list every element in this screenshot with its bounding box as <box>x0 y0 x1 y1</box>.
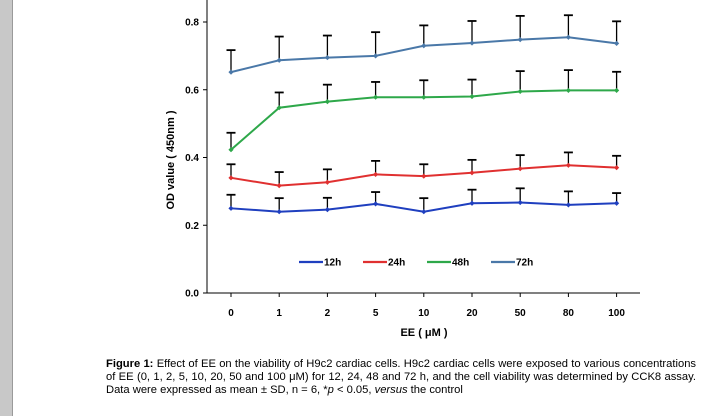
x-tick-label: 100 <box>608 308 625 319</box>
data-point <box>324 179 330 185</box>
data-point <box>614 40 620 46</box>
data-point <box>469 93 475 100</box>
data-point <box>614 200 620 206</box>
x-tick-label: 80 <box>563 308 575 319</box>
caption-end-text: the control <box>407 384 463 396</box>
data-point <box>276 105 282 111</box>
series-72h <box>226 14 622 75</box>
x-tick-label: 5 <box>373 308 379 319</box>
x-axis: 0 1 2 5 10 20 50 80 100 <box>207 292 640 319</box>
y-tick-label: 0.6 <box>185 85 199 96</box>
legend-label-12h: 12h <box>324 258 341 269</box>
series-24h <box>226 151 622 189</box>
left-window-rail <box>0 0 13 416</box>
data-point <box>373 201 379 207</box>
y-axis: 0.0 0.2 0.4 0.6 0.8 <box>185 0 208 300</box>
y-tick-label: 0.4 <box>185 153 199 164</box>
x-axis-title: EE ( μM ) <box>400 327 447 339</box>
series-12h <box>226 187 622 215</box>
caption-text: Effect of EE on the viability of H9c2 ca… <box>106 358 697 396</box>
y-tick-label: 0.0 <box>185 289 199 300</box>
y-axis-title: OD value ( 450nm ) <box>165 110 177 209</box>
data-point <box>276 209 282 215</box>
x-tick-label: 50 <box>515 308 527 319</box>
data-point <box>614 165 620 171</box>
data-point <box>228 147 234 153</box>
caption-label: Figure 1: <box>106 358 154 370</box>
data-point <box>421 209 427 215</box>
data-point <box>517 88 523 95</box>
data-point <box>614 87 620 94</box>
y-tick-label: 0.2 <box>185 221 199 232</box>
legend-label-72h: 72h <box>516 258 533 269</box>
data-point <box>373 94 379 100</box>
x-tick-label: 10 <box>418 308 430 319</box>
data-point <box>565 162 571 168</box>
data-point <box>228 205 234 211</box>
caption-versus: versus <box>374 384 408 396</box>
data-point <box>469 200 475 206</box>
legend-label-24h: 24h <box>388 258 405 269</box>
data-point <box>276 57 282 63</box>
data-point <box>469 170 475 176</box>
data-point <box>565 87 571 94</box>
line-chart: 0.0 0.2 0.4 0.6 0.8 0 1 2 5 10 20 50 80 100 OD value… <box>165 0 640 339</box>
data-point <box>228 175 234 181</box>
data-point <box>421 43 427 49</box>
figure-caption: Figure 1: Effect of EE on the viability … <box>106 358 696 397</box>
data-point <box>565 202 571 208</box>
data-point <box>517 166 523 172</box>
series-layer <box>226 14 622 215</box>
data-point <box>421 94 427 100</box>
data-point <box>421 173 427 179</box>
x-tick-label: 0 <box>228 308 234 319</box>
data-point <box>469 40 475 46</box>
data-point <box>324 99 330 105</box>
data-point <box>565 34 571 40</box>
data-point <box>228 69 234 75</box>
series-48h <box>226 69 622 153</box>
data-point <box>324 54 330 61</box>
x-tick-label: 20 <box>466 308 478 319</box>
legend-label-48h: 48h <box>452 258 469 269</box>
caption-p-symbol: p <box>327 384 334 396</box>
x-tick-label: 2 <box>325 308 331 319</box>
data-point <box>324 207 330 213</box>
data-point <box>517 37 523 43</box>
data-point <box>373 53 379 59</box>
x-tick-label: 1 <box>276 308 282 319</box>
y-tick-label: 0.8 <box>185 18 199 29</box>
data-point <box>373 171 379 178</box>
legend: 12h 24h 48h 72h <box>299 258 533 269</box>
data-point <box>517 199 523 206</box>
caption-mid-text: < 0.05, <box>333 384 375 396</box>
data-point <box>276 183 282 189</box>
